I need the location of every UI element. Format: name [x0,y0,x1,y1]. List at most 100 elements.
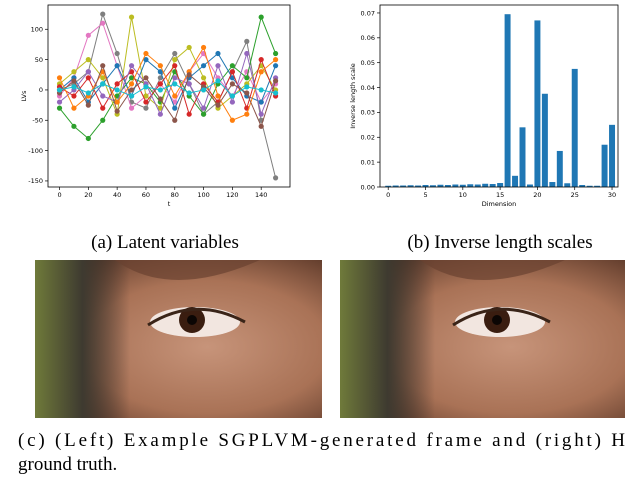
point [85,32,91,38]
x-tick-label: 5 [423,191,427,199]
photo-left [35,260,322,418]
point [114,93,120,99]
point [143,75,149,81]
plot-frame [379,4,619,188]
point [157,81,163,87]
point [258,87,264,93]
point [128,75,135,81]
bar [415,185,422,187]
point [229,117,235,123]
point [272,78,279,84]
y-tick-label: 100 [31,26,43,34]
point [56,75,63,81]
point [229,81,235,87]
y-tick-label: -50 [32,117,43,125]
bar [519,127,526,187]
bar [459,184,466,187]
point [172,50,178,57]
bar [400,185,407,187]
y-tick-label: -100 [28,147,43,155]
y-tick-label: 0.03 [361,109,375,117]
bar [407,185,414,187]
point [186,44,192,51]
point [128,81,135,87]
point [200,63,207,69]
point [114,50,120,57]
point [85,69,91,75]
x-tick-label: 20 [84,191,92,199]
caption: (a) Latent variables [91,232,239,253]
bar [392,185,399,187]
point [100,20,106,26]
point [100,93,106,99]
point [114,99,120,105]
series-line [59,12,277,179]
point [258,99,264,105]
y-tick-label: 0.05 [361,59,375,67]
series-line [59,46,276,121]
point [172,75,178,81]
x-tick-label: 15 [496,191,504,199]
bar [474,184,481,187]
bar [534,20,541,188]
point [85,90,91,96]
bar [571,68,578,187]
point [244,84,250,90]
point [71,84,77,90]
x-tick-label: 80 [171,191,179,199]
bar [422,185,429,187]
point [114,87,120,93]
bar [452,184,459,187]
point [258,123,264,129]
point [200,105,207,111]
point [258,14,264,20]
plot-frame [47,4,291,188]
point [128,105,135,111]
point [56,105,63,111]
x-tick-label: 120 [226,191,238,199]
point [85,75,91,81]
series-line [59,58,277,116]
point [157,75,163,81]
point [71,93,77,99]
y-tick-label: 0.01 [361,158,375,166]
point [244,111,250,117]
point [172,57,178,63]
bar [489,184,496,187]
point [258,111,264,117]
point [71,123,77,129]
point [215,50,221,57]
point [100,75,106,81]
y-tick-label: 0 [39,86,43,94]
bar [609,124,616,187]
point [128,93,135,99]
point [172,63,178,69]
point [114,81,120,87]
point [157,105,163,111]
bar [541,93,548,187]
chart: 0 5 10 15 20 25 30 0.00 0.01 0.02 0.03 0.04 0.05 0.06… [349,4,619,208]
point [157,87,163,93]
point [128,69,135,75]
bar [512,175,519,187]
x-tick-label: 140 [255,191,267,199]
x-tick-label: 0 [386,191,390,199]
point [272,63,279,69]
point [215,63,221,69]
caption: (b) Inverse length scales [407,232,592,253]
point [128,87,135,93]
caption: (c) (Left) Example SGPLVM-generated fram… [18,430,625,451]
bar [385,185,392,187]
point [186,81,192,87]
point [157,63,163,69]
chart: 0 20 40 60 80 100 120 140 -150 -100 -50 0 50 100 t LVs [20,4,291,208]
point [229,99,235,105]
point [229,69,235,75]
x-tick-label: 0 [57,191,61,199]
point [157,69,163,75]
point [244,38,250,45]
bar [579,185,586,187]
bar [549,182,556,187]
x-axis-label: t [168,200,171,208]
series-line [59,22,276,109]
